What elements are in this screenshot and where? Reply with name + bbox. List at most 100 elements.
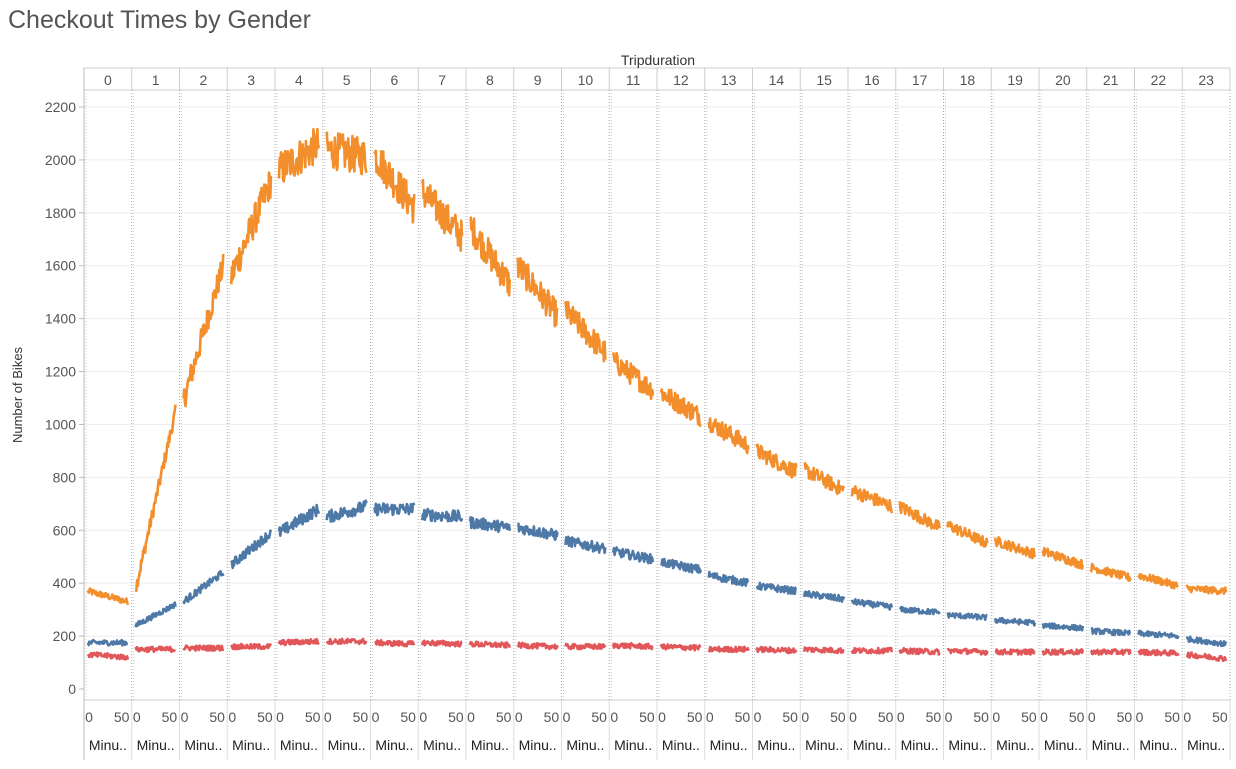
y-tick-label: 200	[53, 628, 77, 644]
x-tick-label: 0	[228, 709, 236, 725]
panel-header-label: 19	[1007, 72, 1023, 88]
x-tick-label: 50	[353, 709, 369, 725]
x-tick-label: 0	[181, 709, 189, 725]
axes: 0200400600800100012001400160018002000220…	[45, 67, 1230, 760]
panel-header-label: 2	[199, 72, 207, 88]
x-axis-label: Minu..	[328, 737, 366, 753]
x-tick-label: 50	[1212, 709, 1228, 725]
x-axis-label: Minu..	[614, 737, 652, 753]
x-axis-label: Minu..	[948, 737, 986, 753]
x-tick-label: 0	[754, 709, 762, 725]
x-axis-label: Minu..	[375, 737, 413, 753]
panel-header-label: 6	[390, 72, 398, 88]
x-axis-label: Minu..	[423, 737, 461, 753]
x-tick-label: 50	[591, 709, 607, 725]
x-tick-label: 0	[610, 709, 618, 725]
x-tick-label: 0	[276, 709, 284, 725]
panel-header-label: 10	[578, 72, 594, 88]
x-tick-label: 0	[85, 709, 93, 725]
panel-header-label: 18	[960, 72, 976, 88]
x-tick-label: 50	[1021, 709, 1037, 725]
panel-header-label: 9	[534, 72, 542, 88]
panel-header-label: 17	[912, 72, 928, 88]
x-tick-label: 50	[973, 709, 989, 725]
panel-dividers	[85, 68, 1231, 760]
y-tick-label: 1200	[45, 364, 76, 380]
series-line	[86, 637, 1228, 663]
x-tick-label: 0	[801, 709, 809, 725]
x-tick-label: 0	[515, 709, 523, 725]
x-tick-label: 0	[992, 709, 1000, 725]
x-axis-label: Minu..	[1187, 737, 1225, 753]
x-axis-label: Minu..	[566, 737, 604, 753]
panel-header-label: 23	[1198, 72, 1214, 88]
y-axis-label: Number of Bikes	[10, 346, 25, 443]
x-tick-label: 0	[945, 709, 953, 725]
x-axis-label: Minu..	[805, 737, 843, 753]
series-line	[86, 127, 1228, 606]
x-tick-label: 50	[257, 709, 273, 725]
panel-header-label: 21	[1103, 72, 1119, 88]
panel-header-label: 3	[247, 72, 255, 88]
panel-header-label: 15	[816, 72, 832, 88]
x-tick-label: 0	[467, 709, 475, 725]
x-axis-label: Minu..	[901, 737, 939, 753]
x-tick-label: 0	[419, 709, 427, 725]
x-tick-label: 50	[878, 709, 894, 725]
panel-header-label: 4	[295, 72, 303, 88]
x-tick-label: 50	[782, 709, 798, 725]
x-tick-label: 50	[639, 709, 655, 725]
x-tick-label: 50	[114, 709, 130, 725]
column-header-label: Tripduration	[621, 52, 695, 68]
y-tick-label: 2000	[45, 152, 76, 168]
y-tick-label: 1000	[45, 416, 76, 432]
x-tick-label: 0	[372, 709, 380, 725]
x-axis-label: Minu..	[89, 737, 127, 753]
y-tick-label: 1400	[45, 311, 76, 327]
x-axis-label: Minu..	[1092, 737, 1130, 753]
panel-header-label: 1	[152, 72, 160, 88]
x-tick-label: 0	[1136, 709, 1144, 725]
x-tick-label: 50	[305, 709, 321, 725]
x-axis-label: Minu..	[757, 737, 795, 753]
x-axis-label: Minu..	[1044, 737, 1082, 753]
x-tick-label: 0	[897, 709, 905, 725]
x-tick-label: 50	[687, 709, 703, 725]
x-tick-label: 0	[1088, 709, 1096, 725]
x-axis-label: Minu..	[1139, 737, 1177, 753]
panel-header-label: 5	[343, 72, 351, 88]
y-tick-label: 2200	[45, 99, 76, 115]
x-tick-label: 50	[1164, 709, 1180, 725]
y-tick-label: 400	[53, 575, 77, 591]
y-tick-label: 600	[53, 522, 77, 538]
x-tick-label: 50	[1117, 709, 1133, 725]
x-tick-label: 50	[735, 709, 751, 725]
panel-header-label: 22	[1151, 72, 1167, 88]
y-tick-label: 1600	[45, 258, 76, 274]
x-tick-label: 50	[830, 709, 846, 725]
panel-header-label: 7	[438, 72, 446, 88]
x-axis-label: Minu..	[519, 737, 557, 753]
panel-header-label: 11	[626, 72, 641, 88]
x-tick-label: 0	[563, 709, 571, 725]
x-tick-label: 50	[496, 709, 512, 725]
x-tick-label: 50	[448, 709, 464, 725]
x-tick-label: 0	[706, 709, 714, 725]
x-axis-label: Minu..	[710, 737, 748, 753]
panel-header-label: 8	[486, 72, 494, 88]
y-tick-label: 1800	[45, 205, 76, 221]
panel-header-label: 13	[721, 72, 737, 88]
x-axis-label: Minu..	[471, 737, 509, 753]
x-axis-label: Minu..	[662, 737, 700, 753]
x-tick-label: 0	[133, 709, 141, 725]
x-tick-label: 0	[324, 709, 332, 725]
chart-title: Checkout Times by Gender	[8, 6, 311, 34]
y-tick-label: 0	[68, 681, 76, 697]
panel-header-label: 20	[1055, 72, 1071, 88]
x-tick-label: 0	[1040, 709, 1048, 725]
x-tick-label: 0	[1183, 709, 1191, 725]
x-axis-label: Minu..	[853, 737, 891, 753]
panel-header-label: 14	[769, 72, 785, 88]
series-lines	[86, 127, 1228, 663]
